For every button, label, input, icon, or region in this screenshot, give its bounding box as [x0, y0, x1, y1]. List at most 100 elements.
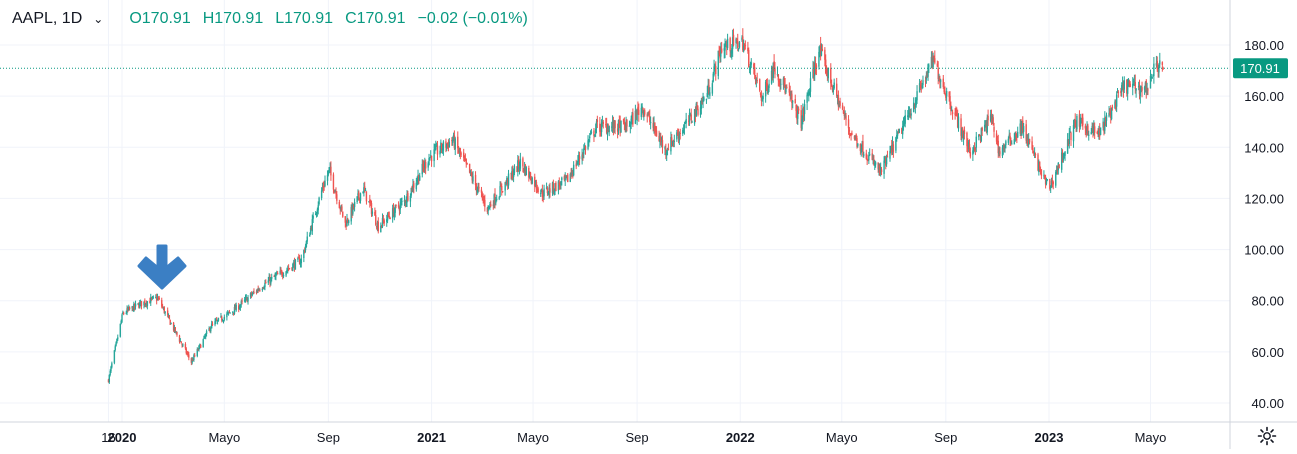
candle-body — [737, 48, 740, 50]
candle-body — [481, 193, 484, 197]
settings-gear-icon[interactable] — [1255, 424, 1279, 448]
candle-body — [640, 107, 643, 117]
candle-body — [306, 236, 308, 242]
candle-body — [919, 84, 922, 88]
candle-body — [350, 207, 352, 222]
candle-body — [963, 130, 966, 135]
candle-body — [115, 342, 117, 346]
candle-body — [784, 84, 786, 94]
candle-body — [498, 197, 500, 199]
candle-body — [1007, 138, 1010, 143]
candle-body — [393, 211, 396, 217]
candle-body — [636, 108, 638, 121]
candle-body — [1063, 154, 1065, 156]
candle-body — [897, 131, 900, 134]
candle-body — [239, 304, 242, 308]
candle-body — [519, 158, 522, 169]
candle-body — [1104, 116, 1107, 121]
candle-body — [1161, 62, 1164, 65]
candle-body — [452, 135, 455, 140]
candle-body — [1093, 126, 1095, 134]
candle-body — [323, 185, 325, 187]
candle-body — [830, 68, 832, 84]
candle-body — [187, 353, 189, 355]
candle-body — [921, 85, 923, 87]
candle-body — [405, 201, 407, 204]
candle-body — [144, 303, 147, 306]
candle-body — [1109, 112, 1111, 114]
candle-body — [1139, 88, 1142, 97]
candle-body — [250, 293, 253, 296]
candle-body — [1033, 153, 1036, 155]
candle-body — [802, 108, 804, 120]
candle-body — [551, 182, 554, 194]
candle-body — [572, 164, 575, 176]
candle-body — [673, 140, 676, 142]
candle-body — [948, 91, 950, 98]
candle-body — [240, 301, 242, 305]
candle-body — [525, 167, 527, 176]
candle-body — [417, 174, 419, 181]
candle-body — [117, 337, 119, 340]
candle-body — [321, 187, 324, 190]
candle-body — [583, 148, 585, 155]
candle-body — [327, 170, 330, 175]
candle-body — [1052, 181, 1054, 185]
candle-body — [1010, 142, 1012, 144]
candle-body — [1085, 128, 1087, 133]
candle-body — [203, 336, 205, 339]
candle-body — [738, 42, 741, 48]
symbol-interval[interactable]: AAPL, 1D — [12, 10, 83, 27]
candle-body — [1044, 177, 1047, 185]
candle-body — [1127, 81, 1130, 84]
candle-body — [877, 162, 879, 170]
candle-body — [377, 221, 379, 232]
candle-body — [776, 74, 779, 76]
candle-body — [542, 195, 544, 197]
candle-body — [442, 141, 445, 151]
candle-body — [808, 91, 810, 97]
candle-body — [543, 188, 545, 197]
candle-body — [333, 189, 335, 192]
candle-body — [435, 145, 438, 147]
chevron-down-icon[interactable]: ⌄ — [93, 12, 104, 26]
candle-body — [701, 99, 703, 105]
candle-body — [979, 137, 982, 141]
candle-body — [879, 165, 881, 174]
candle-body — [949, 96, 951, 106]
candle-body — [541, 189, 544, 197]
candle-body — [826, 69, 829, 76]
candle-body — [517, 159, 520, 168]
candle-body — [291, 267, 293, 270]
candle-body — [706, 92, 708, 98]
candle-body — [566, 175, 568, 178]
candle-body — [794, 99, 796, 104]
candle-body — [299, 262, 302, 265]
candle-body — [522, 158, 524, 167]
candle-body — [575, 163, 577, 167]
candle-body — [217, 317, 220, 321]
candle-body — [276, 273, 278, 275]
candle-body — [534, 181, 537, 186]
candle-body — [676, 133, 679, 136]
candle-body — [205, 334, 207, 338]
candle-body — [748, 68, 751, 70]
candle-body — [694, 110, 697, 117]
candle-body — [742, 45, 745, 52]
candle-body — [720, 49, 722, 57]
candle-body — [980, 128, 983, 141]
candle-body — [430, 155, 433, 162]
candle-body — [204, 336, 206, 338]
candle-body — [156, 297, 159, 300]
candle-body — [665, 151, 668, 156]
candle-body — [1135, 88, 1137, 91]
candle-body — [666, 149, 669, 152]
candle-body — [623, 121, 626, 125]
candle-body — [407, 193, 409, 201]
candle-body — [179, 340, 182, 342]
candle-body — [581, 154, 583, 160]
candle-body — [553, 190, 555, 193]
candle-body — [334, 191, 336, 193]
